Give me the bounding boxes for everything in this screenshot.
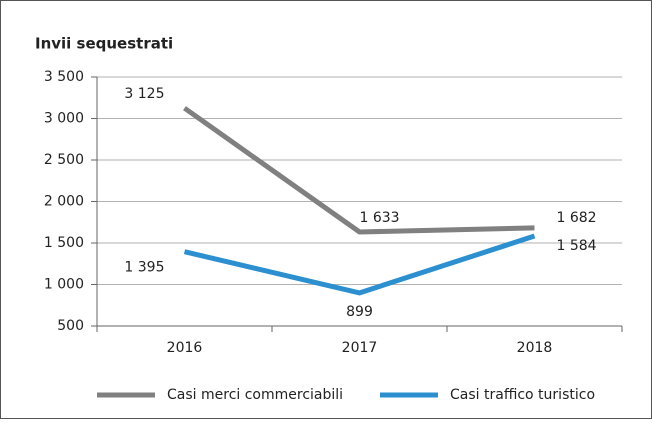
y-tick-label: 2 000: [44, 194, 84, 210]
series-line: [183, 106, 535, 235]
data-label: 1 633: [360, 210, 400, 226]
data-label: 899: [346, 304, 373, 320]
chart-title: Invii sequestrati: [35, 35, 173, 53]
x-tick-label: 2018: [517, 340, 553, 356]
x-tick-label: 2017: [342, 340, 378, 356]
y-tick-label: 3 500: [44, 69, 84, 85]
y-tick-label: 2 500: [44, 152, 84, 168]
y-tick-label: 1 000: [44, 277, 84, 293]
x-tick-label: 2016: [167, 340, 203, 356]
y-tick-label: 1 500: [44, 235, 84, 251]
y-tick-label: 3 000: [44, 111, 84, 127]
data-label: 1 584: [557, 238, 597, 254]
legend-label: Casi merci commerciabili: [167, 387, 343, 403]
data-label: 1 395: [124, 260, 164, 276]
data-label: 3 125: [124, 86, 164, 102]
data-label: 1 682: [557, 210, 597, 226]
legend-label: Casi traffico turistico: [450, 387, 595, 403]
series-line: [183, 233, 536, 296]
y-tick-label: 500: [57, 318, 84, 334]
